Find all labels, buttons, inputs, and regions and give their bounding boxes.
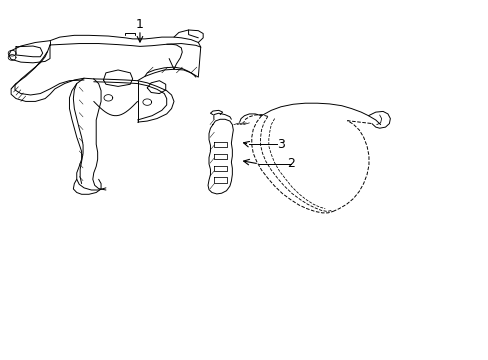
Text: 3: 3	[277, 138, 285, 151]
Text: 1: 1	[136, 18, 143, 31]
Text: 2: 2	[286, 157, 294, 170]
